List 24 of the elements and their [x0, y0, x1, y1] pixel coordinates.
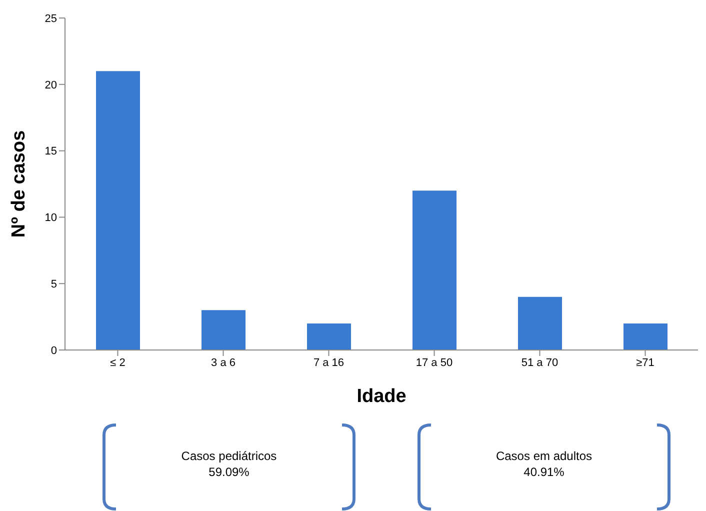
text: Casos em adultos — [494, 448, 594, 464]
y-tick-label: 0 — [50, 344, 57, 357]
x-tick-label: 51 a 70 — [521, 356, 558, 369]
text: Casos pediátricos — [180, 448, 278, 464]
y-tick-label: 5 — [50, 278, 57, 291]
bar — [96, 71, 140, 350]
x-axis-title: Idade — [356, 386, 406, 407]
y-axis-title: Nº de casos — [8, 130, 30, 238]
y-tick-label: 25 — [44, 12, 57, 25]
y-tick-label: 20 — [44, 79, 57, 92]
text: 59.09% — [208, 464, 250, 480]
x-tick-label: 17 a 50 — [416, 356, 453, 369]
bar — [518, 296, 562, 350]
bar — [412, 190, 456, 350]
bar — [307, 323, 351, 350]
bar — [202, 310, 246, 350]
x-tick-label: ≥71 — [636, 356, 654, 369]
x-tick-label: ≤ 2 — [110, 356, 126, 369]
y-tick-label: 10 — [44, 212, 57, 224]
text: 40.91% — [522, 464, 566, 480]
y-tick-label: 15 — [44, 146, 57, 158]
x-tick-label: 3 a 6 — [211, 356, 236, 369]
bar — [624, 323, 668, 350]
x-tick-label: 7 a 16 — [313, 356, 344, 369]
